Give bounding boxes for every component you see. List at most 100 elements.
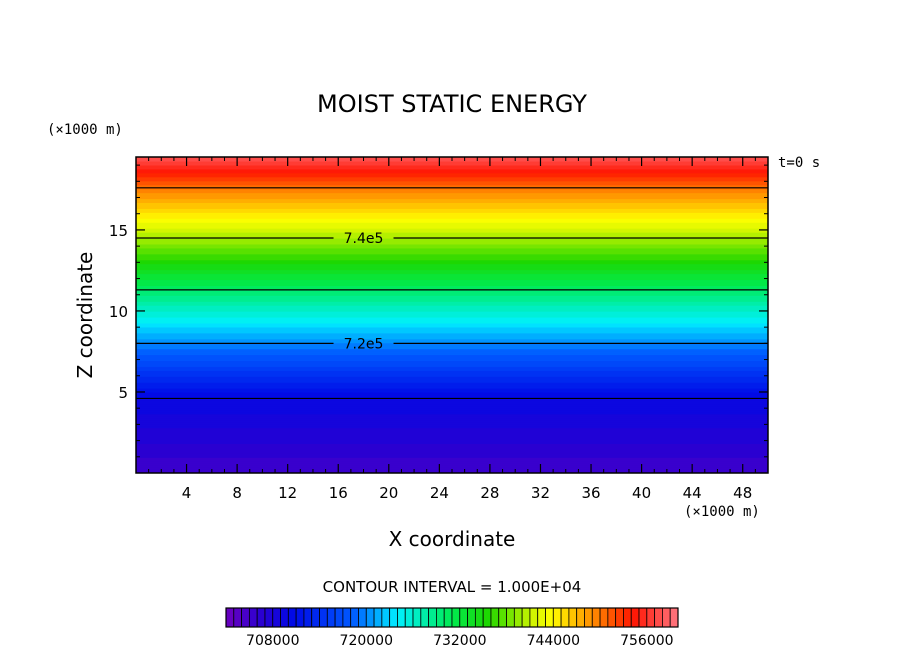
contour-lines bbox=[136, 187, 768, 400]
field-band bbox=[136, 390, 768, 393]
colorbar-cell bbox=[490, 607, 500, 628]
field-band bbox=[136, 348, 768, 352]
field-band bbox=[136, 265, 768, 269]
field-band bbox=[136, 451, 768, 454]
field-band bbox=[136, 425, 768, 429]
colorbar-cell bbox=[404, 607, 414, 628]
field-band bbox=[136, 263, 768, 267]
field-band bbox=[136, 257, 768, 261]
x-tick-label: 48 bbox=[733, 484, 752, 502]
colorbar-cell bbox=[654, 607, 663, 628]
field-band bbox=[136, 255, 768, 259]
field-band bbox=[136, 394, 768, 397]
field-band bbox=[136, 253, 768, 257]
field-band bbox=[136, 299, 768, 302]
field-band bbox=[136, 340, 768, 344]
field-band bbox=[136, 431, 768, 435]
colorbar-cell bbox=[311, 607, 320, 628]
field-band bbox=[136, 315, 768, 318]
field-band bbox=[136, 164, 768, 168]
x-tick-label: 28 bbox=[480, 484, 499, 502]
field-band bbox=[136, 461, 768, 464]
colorbar-cell bbox=[599, 607, 609, 628]
field-band bbox=[136, 449, 768, 452]
field-band bbox=[136, 283, 768, 286]
field-band bbox=[136, 324, 768, 328]
field-band bbox=[136, 267, 768, 271]
field-band bbox=[136, 200, 768, 204]
field-band bbox=[136, 401, 768, 405]
field-band bbox=[136, 230, 768, 233]
field-band bbox=[136, 202, 768, 206]
field-band bbox=[136, 338, 768, 342]
field-band bbox=[136, 285, 768, 288]
field-band bbox=[136, 435, 768, 439]
colorbar-tick-labels: 708000 720000 732000 744000 756000 bbox=[246, 633, 674, 649]
field-band bbox=[136, 356, 768, 360]
field-band bbox=[136, 352, 768, 356]
field-band bbox=[136, 281, 768, 284]
field-band bbox=[136, 447, 768, 450]
field-band bbox=[136, 433, 768, 437]
field-band bbox=[136, 407, 768, 411]
field-band bbox=[136, 180, 768, 184]
y-tick-label: 5 bbox=[118, 384, 128, 402]
colorbar-cell bbox=[638, 607, 648, 628]
colorbar-cell bbox=[334, 607, 344, 628]
colorbar-cell bbox=[568, 607, 578, 628]
field-band bbox=[136, 346, 768, 350]
field-band bbox=[136, 190, 768, 194]
colorbar-cell bbox=[607, 607, 617, 628]
x-tick-label: 32 bbox=[531, 484, 550, 502]
x-axis-label: X coordinate bbox=[389, 527, 516, 551]
field-band bbox=[136, 295, 768, 298]
field-band bbox=[136, 277, 768, 281]
field-band bbox=[136, 168, 768, 172]
field-band bbox=[136, 413, 768, 417]
field-band bbox=[136, 204, 768, 207]
field-band bbox=[136, 160, 768, 164]
field-band bbox=[136, 216, 768, 219]
colorbar-cell bbox=[474, 607, 484, 628]
colorbar-cell bbox=[272, 607, 281, 628]
field-band bbox=[136, 210, 768, 213]
field-band bbox=[136, 415, 768, 419]
field-band bbox=[136, 192, 768, 196]
colorbar-cell bbox=[560, 607, 570, 628]
field-band bbox=[136, 184, 768, 188]
field-band bbox=[136, 459, 768, 462]
field-band bbox=[136, 445, 768, 448]
field-band bbox=[136, 384, 768, 387]
time-label: t=0 s bbox=[778, 155, 820, 171]
y-tick-label: 10 bbox=[109, 303, 128, 321]
field-band bbox=[136, 224, 768, 227]
field-band bbox=[136, 320, 768, 324]
contour-label: 7.2e5 bbox=[344, 336, 384, 352]
field-band bbox=[136, 293, 768, 296]
field-band bbox=[136, 411, 768, 415]
x-tick-label: 16 bbox=[329, 484, 348, 502]
colorbar-cell bbox=[241, 607, 250, 628]
field-band bbox=[136, 249, 768, 253]
x-tick-label: 20 bbox=[379, 484, 398, 502]
field-band bbox=[136, 208, 768, 211]
contour-interval-text: CONTOUR INTERVAL = 1.000E+04 bbox=[323, 578, 582, 596]
x-tick-label: 24 bbox=[430, 484, 449, 502]
colorbar-cell bbox=[436, 607, 445, 628]
colorbar-cell bbox=[529, 607, 539, 628]
x-tick-label: 12 bbox=[278, 484, 297, 502]
field-band bbox=[136, 399, 768, 403]
colorbar-cell bbox=[615, 607, 624, 628]
field-band bbox=[136, 388, 768, 391]
field-band bbox=[136, 188, 768, 192]
field-band bbox=[136, 437, 768, 441]
chart-title: MOIST STATIC ENERGY bbox=[317, 90, 587, 118]
field-band bbox=[136, 334, 768, 338]
contour-labels: 7.2e5 7.4e5 bbox=[344, 231, 384, 352]
y-tick-label: 15 bbox=[109, 222, 128, 240]
field-band bbox=[136, 239, 768, 243]
y-axis-unit: (×1000 m) bbox=[47, 122, 123, 138]
field-band bbox=[136, 453, 768, 456]
colorbar-cell bbox=[256, 607, 266, 628]
field-band bbox=[136, 273, 768, 277]
